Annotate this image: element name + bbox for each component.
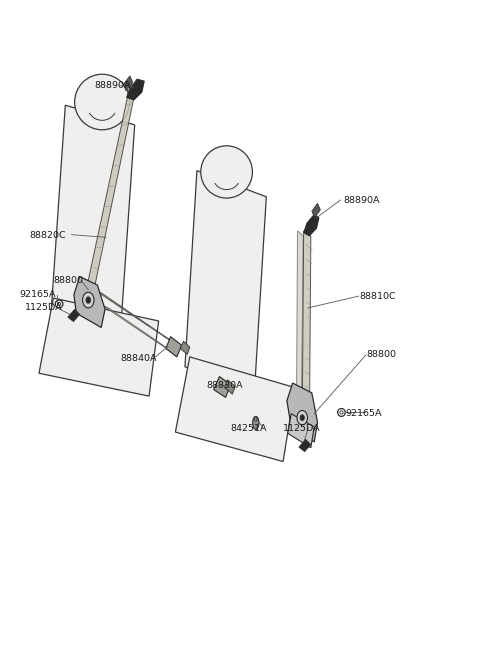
Polygon shape (288, 414, 314, 448)
Ellipse shape (297, 411, 308, 425)
Text: 1125DA: 1125DA (24, 303, 62, 312)
Polygon shape (304, 214, 319, 236)
Text: 88810C: 88810C (360, 291, 396, 301)
Text: 88800: 88800 (367, 350, 397, 360)
Polygon shape (123, 76, 133, 91)
Polygon shape (51, 105, 135, 334)
Polygon shape (166, 337, 181, 357)
Polygon shape (102, 305, 175, 354)
Text: 88800: 88800 (53, 276, 84, 285)
Text: 92165A: 92165A (20, 290, 56, 299)
Polygon shape (225, 380, 235, 394)
Text: 88820C: 88820C (29, 231, 66, 240)
Polygon shape (312, 203, 321, 217)
Polygon shape (87, 83, 137, 290)
Ellipse shape (300, 415, 304, 421)
Polygon shape (74, 276, 105, 328)
Text: 88890A: 88890A (343, 196, 379, 204)
Polygon shape (299, 440, 311, 452)
Text: 88830A: 88830A (206, 381, 243, 390)
Polygon shape (185, 171, 266, 393)
Polygon shape (68, 309, 80, 322)
Polygon shape (39, 298, 158, 396)
Text: 92165A: 92165A (345, 409, 382, 419)
Text: 1125DA: 1125DA (283, 424, 321, 434)
Polygon shape (127, 79, 144, 100)
Ellipse shape (74, 74, 130, 130)
Ellipse shape (252, 417, 259, 430)
Ellipse shape (83, 292, 94, 308)
Polygon shape (214, 377, 230, 398)
Text: 88890A: 88890A (94, 81, 131, 90)
Polygon shape (94, 290, 173, 342)
Polygon shape (175, 357, 295, 462)
Polygon shape (297, 231, 303, 422)
Text: 88840A: 88840A (120, 354, 157, 364)
Ellipse shape (201, 146, 252, 198)
Polygon shape (180, 341, 190, 354)
Ellipse shape (86, 297, 91, 303)
Polygon shape (287, 383, 318, 442)
Polygon shape (302, 231, 311, 431)
Text: 84251A: 84251A (230, 424, 267, 434)
